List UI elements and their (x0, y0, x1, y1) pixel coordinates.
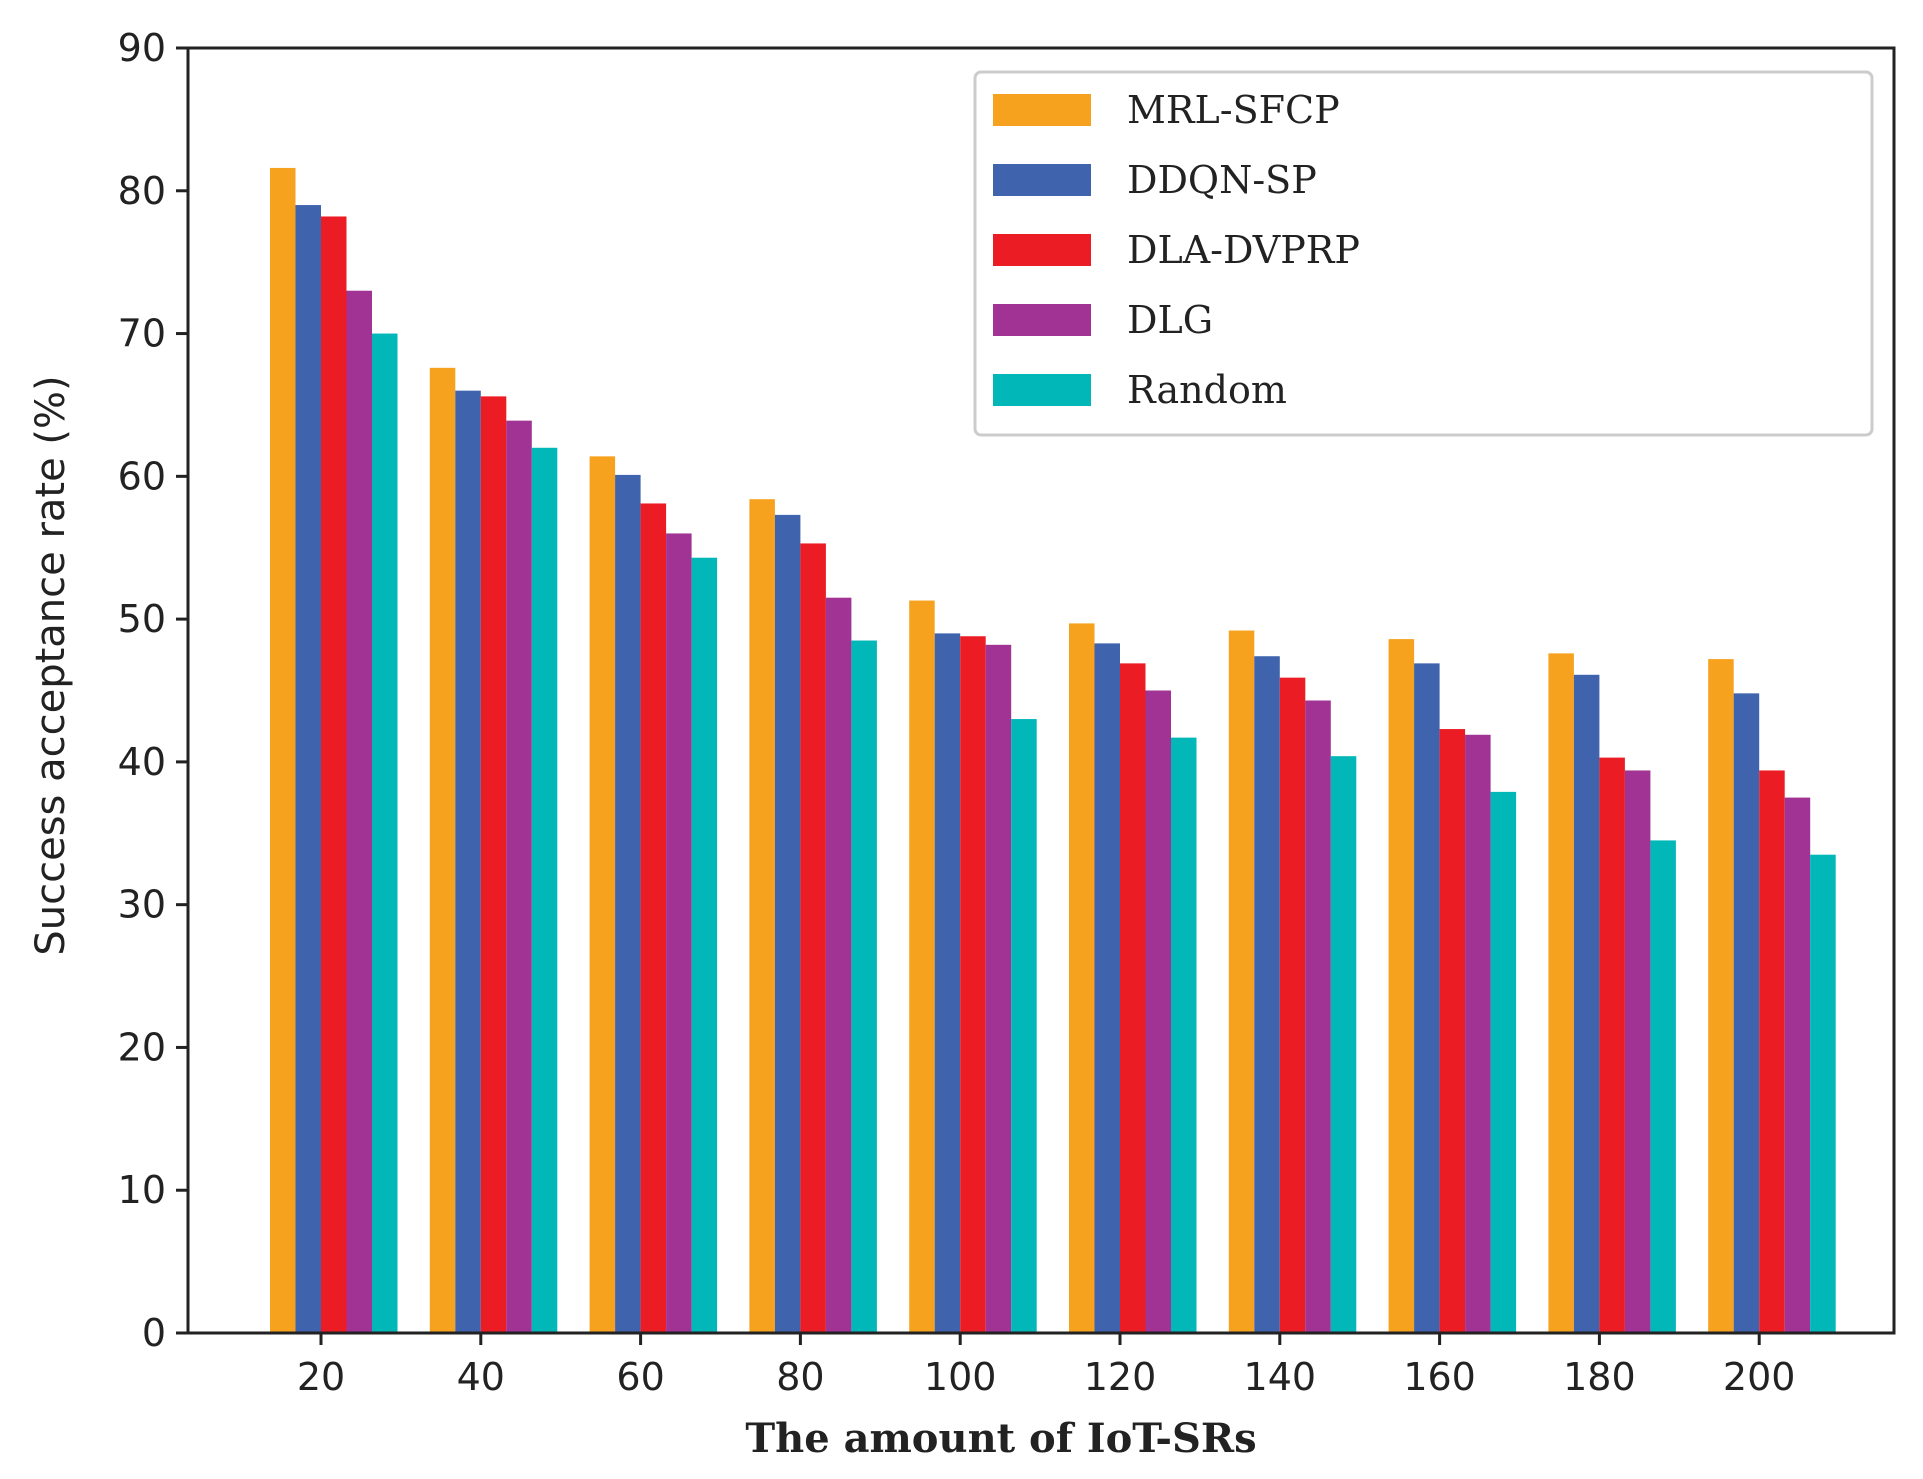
bar-dla-dvprp-40 (480, 396, 507, 1333)
bars-group (270, 167, 1836, 1334)
bar-random-100 (1011, 719, 1037, 1333)
bar-mrl-sfcp-40 (429, 367, 456, 1333)
x-tick-label: 200 (1723, 1355, 1796, 1399)
bar-dla-dvprp-200 (1759, 770, 1785, 1333)
legend: MRL-SFCP DDQN-SP DLA-DVPRP DLG Random (973, 70, 1874, 437)
bar-mrl-sfcp-80 (749, 499, 775, 1334)
bar-dlg-180 (1624, 770, 1651, 1333)
legend-swatch (993, 164, 1091, 196)
bar-dlg-100 (985, 644, 1012, 1333)
bar-dla-dvprp-20 (321, 216, 347, 1333)
legend-swatch (993, 94, 1091, 126)
x-tick-label: 60 (616, 1355, 664, 1399)
bar-random-140 (1330, 756, 1357, 1333)
bar-dlg-200 (1784, 797, 1811, 1333)
y-tick-label: 70 (118, 312, 166, 356)
bar-ddqn-sp-200 (1733, 693, 1760, 1333)
y-axis: 0 10 20 30 40 50 60 70 80 90 (118, 26, 188, 1355)
y-tick-label: 40 (118, 740, 166, 784)
bar-dlg-60 (666, 533, 692, 1333)
legend-label: MRL-SFCP (1127, 88, 1340, 132)
x-tick-label: 100 (924, 1355, 997, 1399)
bar-mrl-sfcp-60 (589, 456, 616, 1333)
y-tick-label: 0 (142, 1311, 166, 1355)
x-tick-label: 20 (297, 1355, 345, 1399)
bar-ddqn-sp-60 (615, 474, 641, 1334)
legend-label: DLA-DVPRP (1127, 228, 1360, 272)
bar-random-80 (851, 640, 877, 1333)
legend-label: Random (1127, 368, 1287, 412)
bar-dlg-20 (346, 290, 372, 1334)
bar-random-200 (1810, 854, 1836, 1333)
bar-dlg-120 (1145, 690, 1171, 1333)
bar-random-120 (1171, 737, 1197, 1333)
legend-box (973, 70, 1874, 437)
bar-mrl-sfcp-200 (1708, 659, 1734, 1333)
bar-dla-dvprp-180 (1599, 757, 1625, 1333)
bar-mrl-sfcp-100 (909, 600, 935, 1333)
x-axis: 20 40 60 80 100 120 140 160 180 200 (297, 1333, 1796, 1399)
bar-random-60 (691, 557, 718, 1333)
bar-ddqn-sp-160 (1414, 663, 1440, 1333)
bar-dla-dvprp-120 (1120, 663, 1146, 1333)
bar-random-40 (531, 447, 558, 1333)
bar-mrl-sfcp-20 (270, 167, 296, 1333)
y-tick-label: 30 (118, 883, 166, 927)
legend-label: DLG (1127, 298, 1213, 342)
bar-dla-dvprp-100 (960, 636, 986, 1333)
legend-label: DDQN-SP (1127, 158, 1317, 202)
x-tick-label: 120 (1084, 1355, 1157, 1399)
bar-ddqn-sp-40 (455, 390, 481, 1334)
x-tick-label: 140 (1244, 1355, 1317, 1399)
bar-mrl-sfcp-160 (1388, 639, 1415, 1333)
bar-dla-dvprp-60 (640, 503, 667, 1333)
bar-ddqn-sp-120 (1094, 643, 1120, 1333)
plot-frame (186, 46, 1896, 1335)
bar-random-180 (1650, 840, 1676, 1333)
bar-dla-dvprp-140 (1279, 677, 1306, 1333)
legend-swatch (993, 234, 1091, 266)
y-tick-label: 20 (118, 1025, 166, 1069)
bar-dla-dvprp-80 (800, 543, 826, 1333)
bar-mrl-sfcp-180 (1548, 653, 1574, 1333)
legend-swatch (993, 304, 1091, 336)
x-tick-label: 40 (457, 1355, 505, 1399)
bar-ddqn-sp-100 (934, 633, 961, 1333)
y-tick-label: 60 (118, 454, 166, 498)
y-tick-label: 80 (118, 169, 166, 213)
bar-dlg-160 (1465, 734, 1491, 1333)
bar-ddqn-sp-180 (1573, 674, 1600, 1333)
bar-ddqn-sp-80 (774, 514, 801, 1333)
y-axis-label: Success acceptance rate (%) (28, 375, 74, 955)
x-tick-label: 180 (1563, 1355, 1636, 1399)
x-axis-label: The amount of IoT-SRs (745, 1415, 1256, 1462)
bar-dlg-140 (1305, 700, 1331, 1333)
bar-mrl-sfcp-140 (1228, 630, 1255, 1333)
x-tick-label: 160 (1403, 1355, 1476, 1399)
bar-dlg-80 (825, 597, 852, 1333)
bar-dlg-40 (506, 420, 532, 1333)
bar-random-160 (1490, 791, 1517, 1333)
y-tick-label: 10 (118, 1168, 166, 1212)
bar-random-20 (372, 333, 398, 1333)
x-tick-label: 80 (776, 1355, 824, 1399)
bar-ddqn-sp-140 (1254, 656, 1280, 1333)
y-tick-label: 90 (118, 26, 166, 70)
bar-dla-dvprp-160 (1439, 729, 1466, 1333)
y-tick-label: 50 (118, 597, 166, 641)
bar-ddqn-sp-20 (295, 205, 321, 1334)
legend-swatch (993, 374, 1091, 406)
bar-mrl-sfcp-120 (1069, 623, 1095, 1333)
